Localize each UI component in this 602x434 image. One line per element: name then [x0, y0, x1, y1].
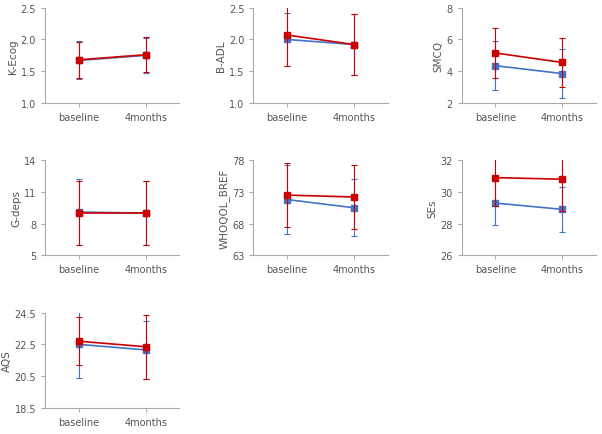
Y-axis label: SEs: SEs	[427, 199, 438, 217]
Y-axis label: B-ADL: B-ADL	[216, 40, 226, 72]
Y-axis label: AQS: AQS	[2, 349, 11, 372]
Y-axis label: WHOQOL_BREF: WHOQOL_BREF	[219, 168, 229, 248]
Y-axis label: G-deps: G-deps	[11, 190, 21, 227]
Y-axis label: SMCQ: SMCQ	[433, 41, 444, 72]
Y-axis label: K-Ecog: K-Ecog	[8, 39, 18, 73]
